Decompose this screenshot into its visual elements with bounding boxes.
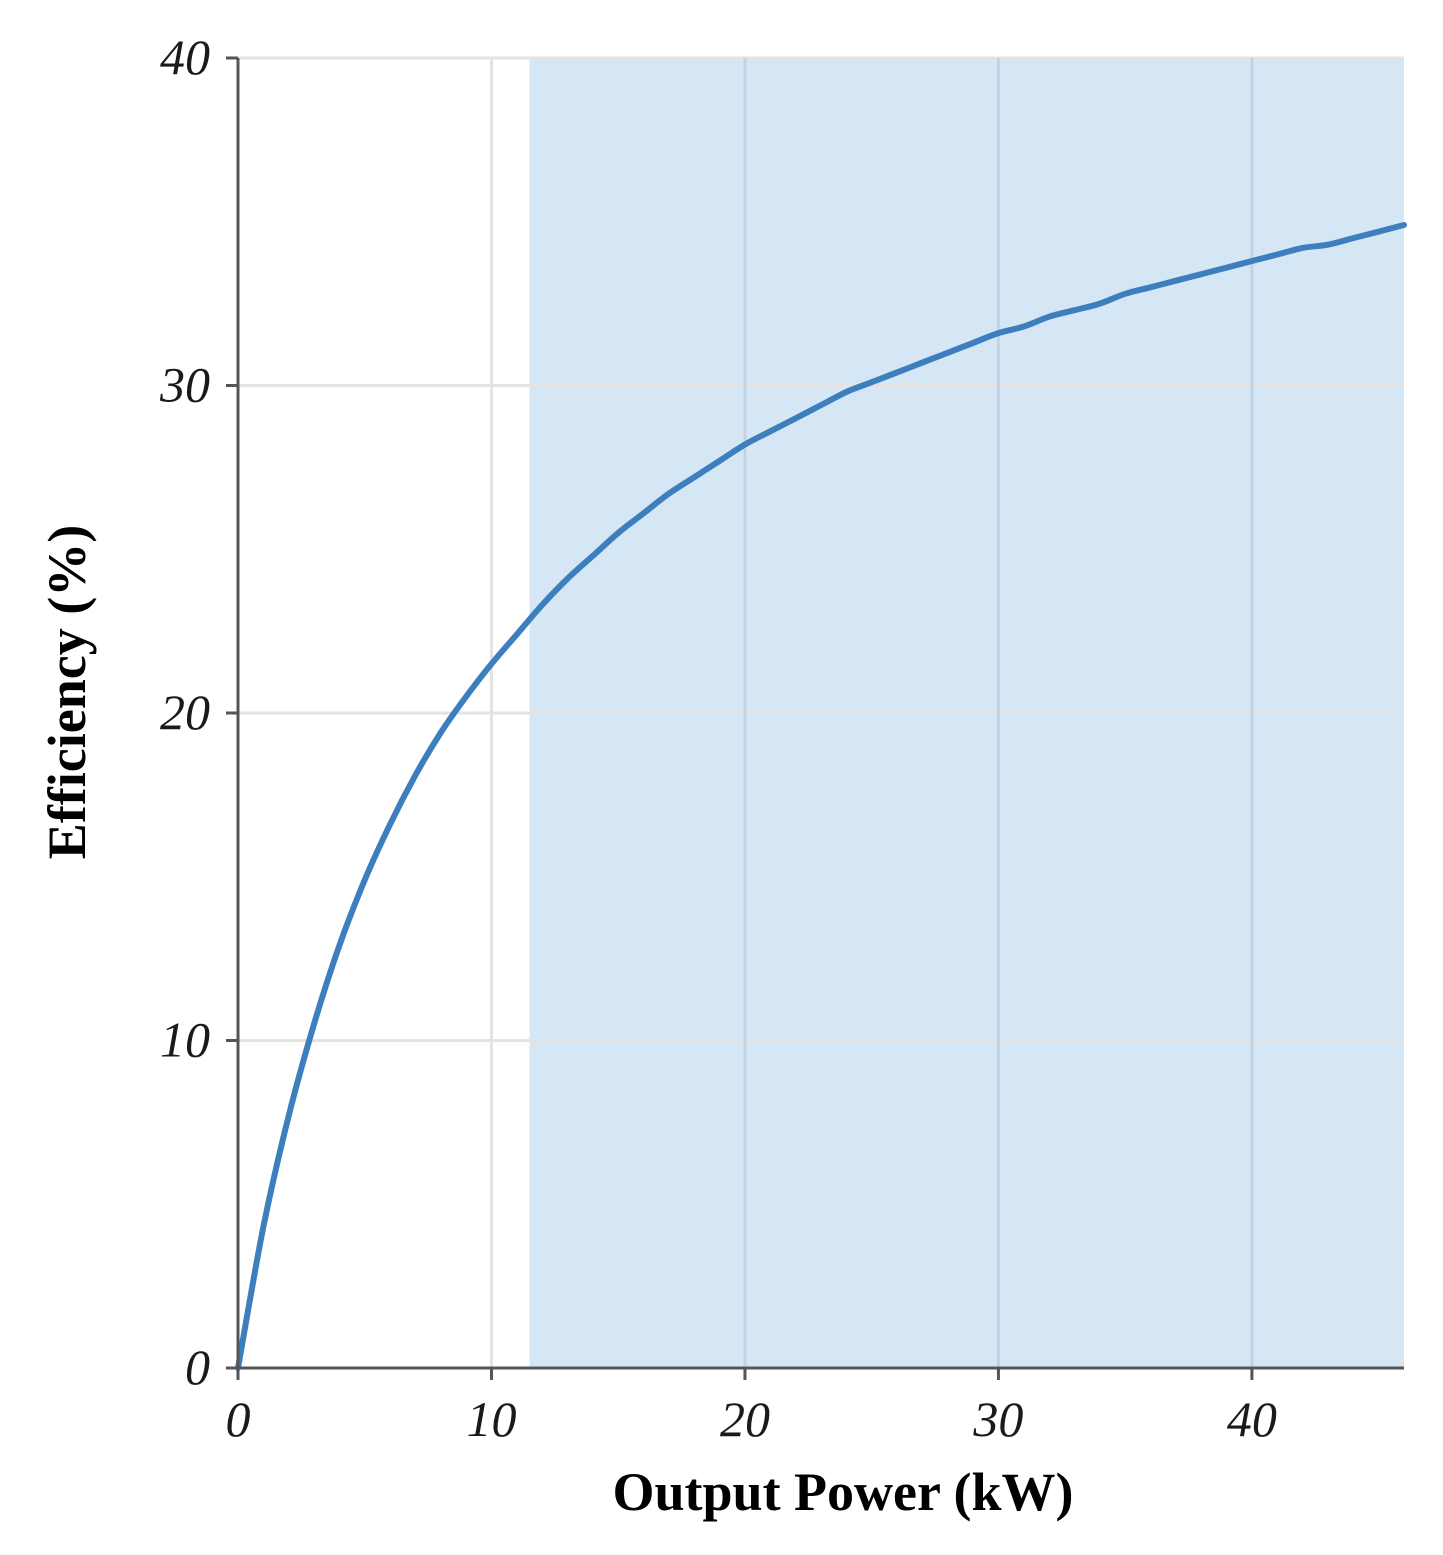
x-tick-label: 10 [466,1391,516,1447]
x-tick-label: 30 [972,1391,1023,1447]
x-tick-label: 20 [720,1391,770,1447]
y-tick-label: 10 [160,1012,210,1068]
y-tick-label: 20 [160,684,210,740]
y-tick-label: 0 [185,1339,210,1395]
efficiency-series-line [235,222,1407,1371]
y-tick-label: 40 [160,29,210,85]
y-tick-label: 30 [159,357,210,413]
y-axis-title: Efficiency (%) [37,525,97,859]
x-axis-title: Output Power (kW) [612,1462,1073,1522]
x-tick-label: 40 [1227,1391,1277,1447]
x-tick-label: 0 [226,1391,251,1447]
